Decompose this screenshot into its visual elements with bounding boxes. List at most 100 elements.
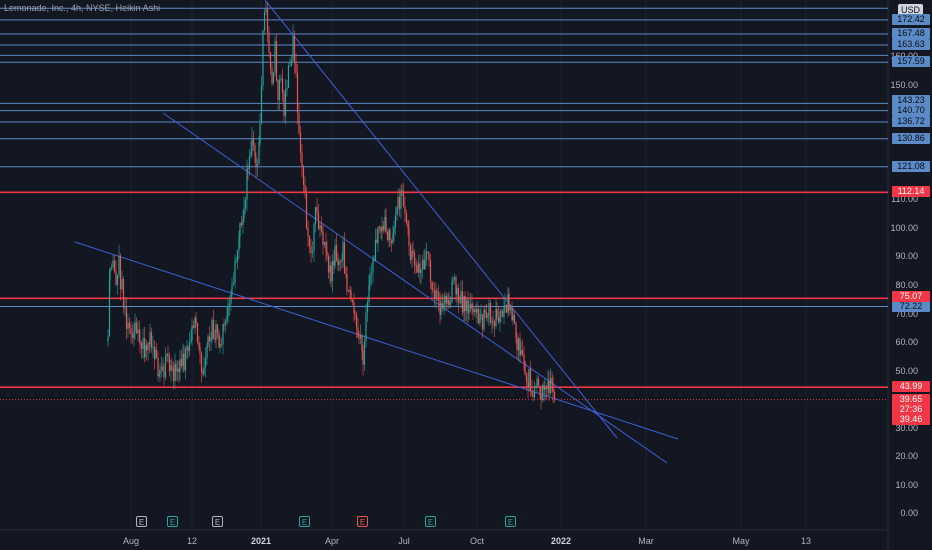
candle-body xyxy=(423,259,425,269)
candle-body xyxy=(549,378,552,394)
y-tick: 150.00 xyxy=(890,80,918,90)
candle-body xyxy=(404,206,406,214)
candle-body xyxy=(373,260,375,262)
earnings-event-icon[interactable]: E xyxy=(167,516,178,527)
y-tick: 110.00 xyxy=(891,194,918,204)
level-label: 172.42 xyxy=(892,14,930,25)
candle-body xyxy=(416,265,418,273)
level-label: 72.22 xyxy=(892,301,930,312)
candle-body xyxy=(184,348,187,370)
candle-body xyxy=(381,226,383,232)
candle-body xyxy=(488,303,490,315)
currency-button[interactable]: USD xyxy=(898,4,924,17)
candle-body xyxy=(122,279,125,308)
candle-body xyxy=(191,325,193,341)
candle-body xyxy=(341,259,343,262)
candle-body xyxy=(322,231,324,245)
candle-body xyxy=(489,303,492,323)
earnings-event-icon[interactable]: E xyxy=(299,516,310,527)
earnings-event-icon[interactable]: E xyxy=(136,516,147,527)
candle-body xyxy=(242,218,244,226)
candle-body xyxy=(429,260,432,282)
candle-body xyxy=(351,300,354,303)
candle-body xyxy=(390,240,393,244)
candle-body xyxy=(219,344,221,348)
candle-body xyxy=(215,324,217,340)
candle-body xyxy=(362,350,364,365)
candle-body xyxy=(207,336,209,346)
x-tick: Mar xyxy=(638,536,654,546)
candle-body xyxy=(481,314,484,330)
candle-body xyxy=(453,277,456,280)
candle-body xyxy=(131,334,134,338)
earnings-event-icon[interactable]: E xyxy=(357,516,368,527)
earnings-event-icon[interactable]: E xyxy=(505,516,516,527)
candle-body xyxy=(195,317,197,323)
candle-body xyxy=(287,65,290,88)
candle-body xyxy=(397,196,399,208)
candle-body xyxy=(262,30,264,86)
candle-body xyxy=(353,302,355,313)
level-label: 143.23 xyxy=(892,95,930,106)
candle-body xyxy=(523,354,525,362)
candle-body xyxy=(342,242,344,260)
earnings-event-icon[interactable]: E xyxy=(212,516,223,527)
candle-body xyxy=(160,366,163,370)
candle-body xyxy=(525,374,528,383)
candle-body xyxy=(512,314,514,321)
candle-body xyxy=(544,387,546,391)
candle-body xyxy=(456,288,458,295)
candle-body xyxy=(107,336,109,342)
candle-body xyxy=(212,319,215,340)
candle-body xyxy=(444,295,446,303)
candle-body xyxy=(452,279,454,282)
candle-body xyxy=(537,378,540,386)
candle-body xyxy=(130,328,132,335)
candle-body xyxy=(437,292,440,302)
candle-body xyxy=(517,338,520,351)
candle-body xyxy=(350,290,352,301)
candle-body xyxy=(112,260,114,267)
candle-body xyxy=(232,283,235,285)
candle-body xyxy=(448,300,450,306)
candle-body xyxy=(520,350,522,356)
candle-body xyxy=(329,265,331,273)
candle-body xyxy=(419,263,421,274)
candle-body xyxy=(202,371,204,374)
candle-body xyxy=(378,226,381,228)
level-label: 157.59 xyxy=(892,56,930,67)
candle-body xyxy=(223,324,225,326)
candle-body xyxy=(408,228,410,246)
candle-body xyxy=(302,166,305,185)
candle-body xyxy=(281,78,284,93)
candle-body xyxy=(236,250,239,262)
level-label: 140.70 xyxy=(892,105,930,116)
candle-body xyxy=(196,322,199,342)
candle-body xyxy=(472,308,474,312)
candle-body xyxy=(203,367,205,374)
candle-body xyxy=(235,261,237,263)
x-tick: Apr xyxy=(324,536,340,546)
candle-body xyxy=(268,32,270,53)
candle-body xyxy=(231,284,233,295)
candle-body xyxy=(357,327,359,337)
candle-body xyxy=(274,41,276,73)
candle-body xyxy=(421,259,424,270)
earnings-event-icon[interactable]: E xyxy=(425,516,436,527)
x-tick: May xyxy=(732,536,750,546)
candle-body xyxy=(384,216,386,230)
candle-body xyxy=(449,301,452,306)
candle-body xyxy=(536,378,538,386)
candle-body xyxy=(220,344,223,346)
candle-body xyxy=(503,307,505,317)
candle-body xyxy=(124,307,126,309)
candle-body xyxy=(311,251,314,253)
trendline xyxy=(264,0,618,439)
candle-body xyxy=(119,255,122,290)
candle-body xyxy=(134,322,136,332)
candle-body xyxy=(128,322,131,329)
candle-body xyxy=(198,341,200,348)
candle-body xyxy=(417,263,420,273)
